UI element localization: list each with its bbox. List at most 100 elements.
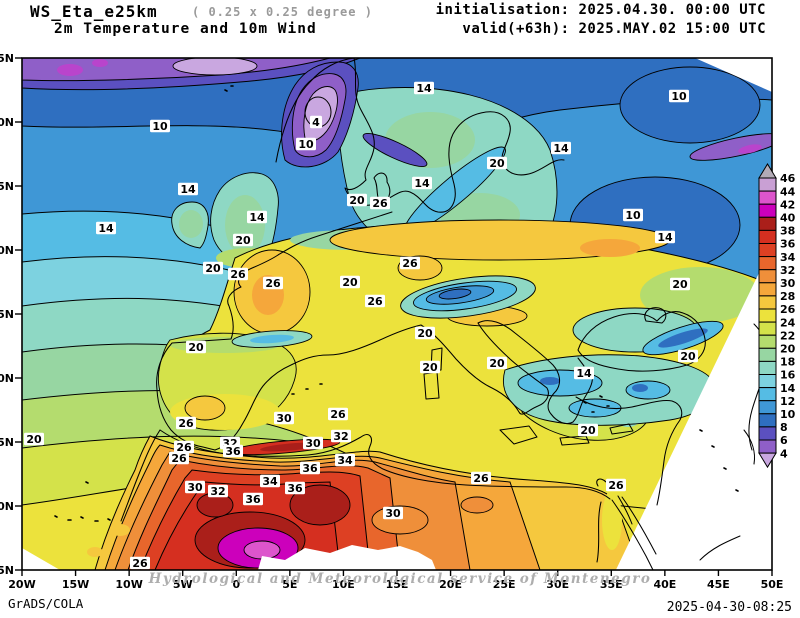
valid-time: valid(+63h): 2025.MAY.02 15:00 UTC: [462, 21, 766, 37]
contour-label-value: 14: [249, 211, 265, 224]
lat-tick-label: 55N: [0, 180, 14, 193]
contour-label-chip: [247, 210, 267, 224]
colorbar-segment: [758, 229, 777, 244]
contour-label-chip: [176, 416, 196, 430]
contour-label-chip: [420, 360, 440, 374]
colorbar-label: 10: [780, 408, 796, 421]
contour-label-chip: [203, 261, 223, 275]
lon-tick-label: 45E: [707, 578, 730, 591]
contour-label-chip: [185, 480, 205, 494]
colorbar-segment: [758, 413, 777, 428]
latitude-axis: 65N 60N 55N 50N 45N 40N 35N 30N 25N: [0, 52, 22, 577]
contour-label-value: 26: [367, 295, 383, 308]
lon-tick-label: 0: [232, 578, 240, 591]
contour-label-value: 26: [230, 268, 246, 281]
colorbar-segment: [758, 426, 777, 441]
contour-label-value: 20: [235, 234, 251, 247]
contour-label-chip: [623, 208, 643, 222]
lat-tick-label: 50N: [0, 244, 14, 257]
contour-label-chip: [578, 423, 598, 437]
contour-label-chip: [678, 349, 698, 363]
lon-tick-label: 5W: [173, 578, 193, 591]
contour-label-chip: [233, 233, 253, 247]
contour-label-chip: [223, 444, 243, 458]
colorbar-segment: [758, 256, 777, 271]
lon-tick-label: 15W: [62, 578, 89, 591]
colorbar-segment: [758, 374, 777, 389]
lon-tick-label: 15E: [386, 578, 409, 591]
colorbar-label: 4: [780, 447, 788, 460]
model-name: WS_Eta_e25km: [30, 2, 158, 21]
contour-label-chip: [285, 481, 305, 495]
contour-label-value: 4: [312, 116, 320, 129]
contour-label-value: 10: [625, 209, 641, 222]
colorbar-segment: [758, 387, 777, 402]
contour-label-value: 26: [132, 557, 148, 570]
colorbar-label: 8: [780, 421, 788, 434]
contour-label-chip: [370, 196, 390, 210]
colorbar-label: 38: [780, 225, 795, 238]
colorbar-label: 42: [780, 198, 795, 211]
contour-label-chip: [150, 119, 170, 133]
turkey-cold-region: [503, 354, 716, 426]
lat-tick-label: 45N: [0, 308, 14, 321]
lat-tick-label: 30N: [0, 500, 14, 513]
contour-label-value: 20: [680, 350, 696, 363]
contour-label-value: 36: [287, 482, 303, 495]
contour-label-value: 20: [422, 361, 438, 374]
contour-label-chip: [263, 276, 283, 290]
contour-label-value: 20: [205, 262, 221, 275]
colorbar-label: 40: [780, 212, 796, 225]
contour-label-value: 14: [553, 142, 569, 155]
small-islands: [54, 85, 739, 522]
contour-label-chip: [487, 156, 507, 170]
contour-label-value: 30: [385, 507, 401, 520]
lat-tick-label: 60N: [0, 116, 14, 129]
lat-tick-label: 40N: [0, 372, 14, 385]
grads-credit: GrADS/COLA: [8, 596, 84, 611]
colorbar-label: 6: [780, 434, 788, 447]
lon-tick-label: 20E: [439, 578, 462, 591]
contour-label-chip: [169, 451, 189, 465]
lon-tick-label: 25E: [493, 578, 516, 591]
longitude-axis: 20W 15W 10W 5W 0 5E 10E 15E 20E 25E 30E 35E 40E 45E 50…: [8, 570, 783, 591]
colorbar-label: 36: [780, 238, 796, 251]
colorbar-label: 22: [780, 329, 795, 342]
contour-label-value: 14: [98, 222, 114, 235]
colorbar-segment: [758, 295, 777, 310]
colorbar-segment: [758, 439, 777, 454]
contour-label-value: 20: [580, 424, 596, 437]
contour-label-value: 10: [298, 138, 314, 151]
temperature-fill-layer: [22, 58, 772, 570]
lon-tick-label: 35E: [600, 578, 623, 591]
contour-label-chip: [606, 478, 626, 492]
colorbar-label: 18: [780, 356, 795, 369]
lon-tick-label: 40E: [653, 578, 676, 591]
contour-label-chip: [328, 407, 348, 421]
contour-label-value: 20: [489, 357, 505, 370]
colorbar-segment: [758, 243, 777, 258]
colorbar-label: 34: [780, 251, 796, 264]
contour-label-chip: [655, 230, 675, 244]
contour-label-value: 14: [416, 82, 432, 95]
contour-label-chip: [340, 275, 360, 289]
contour-label-chip: [551, 141, 571, 155]
contour-label-value: 14: [414, 177, 430, 190]
colorbar-segment: [758, 400, 777, 415]
contour-label-chip: [335, 453, 355, 467]
contour-label-value: 26: [473, 472, 489, 485]
cold-patch-top: [172, 58, 258, 76]
contour-label-chip: [670, 277, 690, 291]
colorbar-label: 32: [780, 264, 795, 277]
contour-label-value: 26: [176, 441, 192, 454]
north-africa-heat: [87, 435, 641, 570]
colorbar-segment: [758, 177, 777, 192]
contour-label-chip: [174, 440, 194, 454]
contour-label-value: 14: [576, 367, 592, 380]
contour-label-chip: [574, 366, 594, 380]
contour-label-value: 32: [333, 430, 348, 443]
contour-label-value: 26: [608, 479, 624, 492]
colorbar-label: 14: [780, 382, 796, 395]
coastlines: [54, 58, 769, 570]
contour-label-chip: [669, 89, 689, 103]
